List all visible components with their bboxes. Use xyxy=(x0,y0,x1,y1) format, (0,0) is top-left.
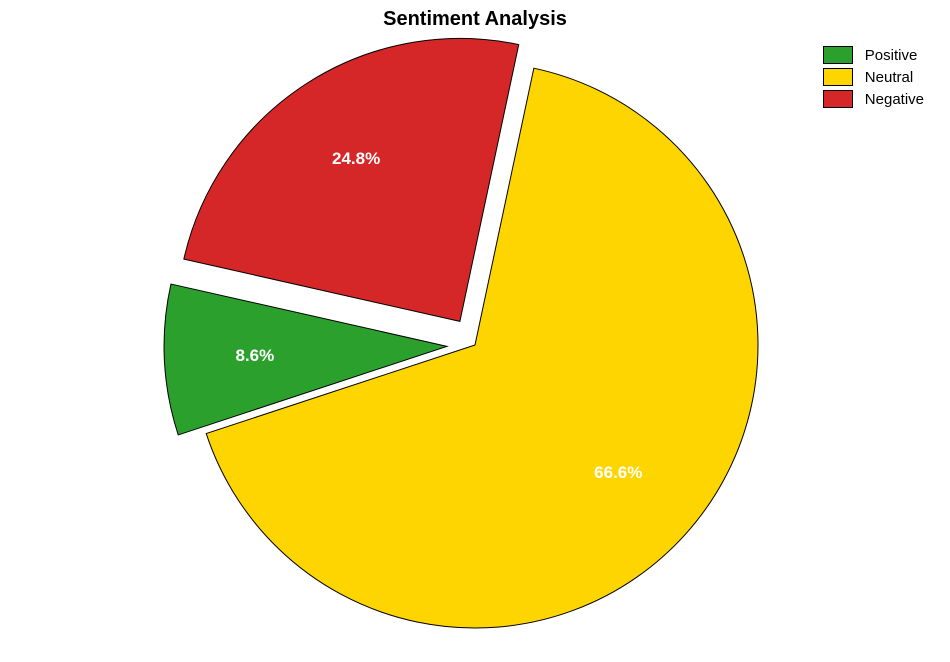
pie-slice-negative xyxy=(184,38,519,321)
slice-label-negative: 24.8% xyxy=(332,149,380,169)
pie-chart-svg xyxy=(0,0,950,662)
legend-swatch-negative xyxy=(823,90,853,108)
pie-chart-container: Sentiment Analysis Positive Neutral Nega… xyxy=(0,0,950,662)
slice-label-positive: 8.6% xyxy=(235,346,274,366)
legend-item-negative: Negative xyxy=(823,90,924,108)
legend-label-negative: Negative xyxy=(865,91,924,108)
legend: Positive Neutral Negative xyxy=(823,46,924,112)
legend-label-neutral: Neutral xyxy=(865,69,913,86)
legend-swatch-positive xyxy=(823,46,853,64)
legend-swatch-neutral xyxy=(823,68,853,86)
legend-label-positive: Positive xyxy=(865,47,918,64)
legend-item-neutral: Neutral xyxy=(823,68,924,86)
slice-label-neutral: 66.6% xyxy=(594,463,642,483)
legend-item-positive: Positive xyxy=(823,46,924,64)
